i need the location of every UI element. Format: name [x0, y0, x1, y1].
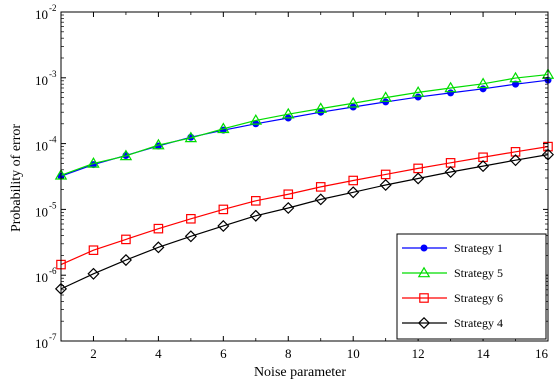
- data-point: [479, 85, 487, 93]
- legend-marker: [419, 293, 429, 303]
- data-point: [119, 149, 133, 161]
- data-point: [121, 234, 131, 245]
- data-point: [249, 114, 263, 125]
- x-tick-label: 4: [155, 346, 162, 361]
- x-tick-label: 12: [412, 346, 425, 361]
- data-point: [510, 147, 521, 157]
- data-point: [184, 131, 198, 143]
- legend: Strategy 1 Strategy 5 Strategy 6 Strategy 4: [396, 233, 547, 340]
- data-point: [512, 80, 520, 88]
- data-point: [447, 89, 455, 97]
- data-point: [282, 107, 295, 119]
- series-line: [60, 73, 549, 176]
- series-strategy-4: [54, 148, 554, 295]
- y-tick-exponent: -2: [49, 3, 57, 13]
- y-tick-exponent: -3: [49, 69, 57, 79]
- data-point: [411, 86, 425, 97]
- data-point: [509, 154, 522, 167]
- x-tick-label: 14: [477, 346, 491, 361]
- data-point: [186, 213, 196, 224]
- data-point: [414, 93, 422, 101]
- x-tick-label: 10: [347, 346, 360, 361]
- data-point: [87, 267, 100, 280]
- data-point: [379, 91, 392, 102]
- series-line: [60, 146, 549, 266]
- y-tick-exponent: -5: [49, 200, 57, 210]
- legend-marker: [417, 316, 431, 330]
- series-strategy-5: [54, 68, 554, 180]
- y-tick-label: 10: [35, 204, 48, 219]
- y-tick-exponent: -6: [49, 266, 57, 276]
- data-point: [217, 219, 230, 233]
- data-point: [282, 201, 295, 215]
- data-point: [251, 196, 261, 206]
- legend-label: Strategy 5: [454, 266, 503, 280]
- data-point: [380, 169, 391, 180]
- legend-label: Strategy 6: [454, 291, 503, 305]
- y-tick-label: 10: [35, 73, 48, 88]
- legend-marker: [417, 266, 431, 278]
- data-point: [314, 102, 327, 113]
- data-point: [217, 122, 230, 134]
- data-point: [249, 209, 262, 222]
- x-tick-label: 8: [285, 346, 292, 361]
- y-tick-exponent: -4: [49, 135, 57, 145]
- y-axis-label: Probability of error: [9, 124, 24, 232]
- y-tick-label: 10: [35, 336, 48, 351]
- series-strategy-6: [56, 141, 553, 270]
- data-point: [476, 77, 490, 89]
- data-point: [382, 98, 390, 106]
- data-point: [444, 165, 457, 179]
- data-point: [283, 189, 294, 200]
- data-point: [119, 253, 132, 267]
- data-point: [477, 160, 490, 173]
- data-point: [347, 186, 360, 199]
- data-point: [87, 157, 100, 168]
- data-point: [348, 175, 358, 186]
- x-tick-label: 16: [535, 346, 549, 361]
- legend-marker: [420, 244, 428, 252]
- legend-label: Strategy 1: [454, 241, 503, 255]
- data-point: [379, 178, 392, 192]
- data-point: [346, 96, 360, 108]
- data-point: [444, 81, 457, 93]
- series-layer: [54, 68, 554, 295]
- y-tick-exponent: -7: [49, 332, 57, 342]
- data-point: [152, 138, 165, 150]
- legend-box: [396, 233, 547, 340]
- axes-frame: [60, 11, 549, 342]
- y-tick-label: 10: [35, 139, 48, 154]
- y-tick-label: 10: [35, 270, 48, 285]
- x-tick-label: 6: [220, 346, 227, 361]
- data-point: [412, 172, 425, 185]
- legend-label: Strategy 4: [454, 316, 503, 330]
- series-line: [60, 154, 549, 290]
- data-point: [153, 223, 164, 234]
- data-point: [88, 245, 99, 255]
- data-point: [152, 241, 165, 254]
- data-point: [218, 204, 229, 215]
- data-point: [314, 193, 327, 206]
- data-point: [509, 71, 522, 83]
- data-point: [184, 230, 197, 243]
- x-axis-label: Noise parameter: [254, 365, 346, 380]
- y-tick-label: 10: [35, 7, 48, 22]
- data-point: [315, 182, 326, 192]
- x-tick-label: 2: [90, 346, 97, 361]
